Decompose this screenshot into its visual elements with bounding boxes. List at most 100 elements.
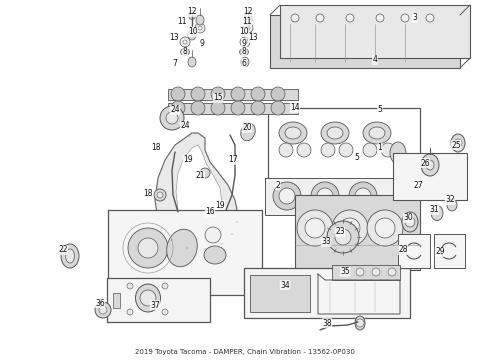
Text: 35: 35	[340, 267, 350, 276]
Ellipse shape	[61, 244, 79, 268]
Ellipse shape	[191, 87, 205, 101]
Circle shape	[356, 319, 364, 327]
Text: 10: 10	[239, 27, 249, 36]
Text: 2019 Toyota Tacoma - DAMPER, Chain Vibration - 13562-0P030: 2019 Toyota Tacoma - DAMPER, Chain Vibra…	[135, 349, 355, 355]
Bar	[265, 178, 395, 215]
Ellipse shape	[188, 30, 196, 40]
Text: 29: 29	[435, 248, 445, 256]
Circle shape	[279, 143, 293, 157]
Circle shape	[363, 143, 377, 157]
Ellipse shape	[421, 154, 439, 176]
Bar	[107, 278, 210, 322]
Text: 18: 18	[143, 189, 153, 198]
Text: 36: 36	[95, 298, 105, 307]
Text: 13: 13	[169, 33, 179, 42]
Circle shape	[340, 268, 348, 276]
Ellipse shape	[241, 123, 255, 141]
Circle shape	[317, 188, 333, 204]
Text: 30: 30	[403, 213, 413, 222]
Text: 18: 18	[151, 144, 161, 153]
Ellipse shape	[211, 101, 225, 115]
Text: 27: 27	[413, 180, 423, 189]
Text: 15: 15	[213, 94, 223, 103]
Bar	[280, 5, 470, 58]
Circle shape	[305, 218, 325, 238]
Text: 8: 8	[183, 48, 187, 57]
Ellipse shape	[321, 122, 349, 144]
Circle shape	[95, 302, 111, 318]
Ellipse shape	[211, 87, 225, 101]
Ellipse shape	[447, 199, 457, 211]
Circle shape	[128, 228, 168, 268]
Bar	[268, 108, 420, 185]
Ellipse shape	[66, 249, 74, 263]
Ellipse shape	[245, 10, 251, 19]
Circle shape	[162, 283, 168, 289]
Circle shape	[127, 309, 133, 315]
Ellipse shape	[191, 101, 205, 115]
Text: 19: 19	[215, 201, 225, 210]
Ellipse shape	[285, 127, 301, 139]
Circle shape	[183, 40, 187, 44]
Circle shape	[316, 14, 324, 22]
Circle shape	[127, 283, 133, 289]
Bar	[168, 103, 298, 114]
Text: 24: 24	[180, 122, 190, 130]
Circle shape	[180, 37, 190, 47]
Text: 17: 17	[228, 156, 238, 165]
Bar	[168, 89, 298, 100]
Circle shape	[205, 227, 221, 243]
Circle shape	[140, 290, 156, 306]
Text: 23: 23	[335, 228, 345, 237]
Ellipse shape	[204, 246, 226, 264]
Ellipse shape	[431, 206, 443, 220]
Text: 38: 38	[322, 319, 332, 328]
Ellipse shape	[171, 87, 185, 101]
Circle shape	[327, 221, 359, 253]
Ellipse shape	[251, 87, 265, 101]
Text: 25: 25	[451, 140, 461, 149]
Circle shape	[160, 106, 184, 130]
Text: 14: 14	[290, 104, 300, 112]
Text: 7: 7	[172, 58, 177, 68]
Circle shape	[195, 23, 205, 33]
Circle shape	[376, 14, 384, 22]
Circle shape	[388, 268, 396, 276]
Ellipse shape	[136, 284, 161, 312]
Bar	[113, 293, 120, 308]
Text: 24: 24	[170, 105, 180, 114]
Circle shape	[381, 143, 395, 157]
Ellipse shape	[231, 101, 245, 115]
Circle shape	[291, 14, 299, 22]
Text: 32: 32	[445, 195, 455, 204]
Text: 34: 34	[280, 280, 290, 289]
Ellipse shape	[188, 57, 196, 67]
Text: 3: 3	[413, 13, 417, 22]
Circle shape	[335, 229, 351, 245]
Circle shape	[426, 14, 434, 22]
Text: 19: 19	[183, 156, 193, 165]
Polygon shape	[155, 133, 238, 250]
Text: 2: 2	[275, 180, 280, 189]
Bar	[270, 15, 460, 68]
Circle shape	[273, 182, 301, 210]
Text: 5: 5	[355, 153, 360, 162]
Ellipse shape	[180, 49, 190, 55]
Text: 9: 9	[199, 39, 204, 48]
Ellipse shape	[231, 87, 245, 101]
Circle shape	[198, 26, 202, 30]
Ellipse shape	[171, 101, 185, 115]
Ellipse shape	[390, 142, 406, 164]
Text: 6: 6	[242, 58, 246, 68]
Circle shape	[200, 168, 210, 178]
Text: 11: 11	[177, 18, 187, 27]
Ellipse shape	[369, 127, 385, 139]
Bar	[393, 153, 467, 200]
Circle shape	[99, 306, 107, 314]
Circle shape	[162, 309, 168, 315]
Circle shape	[454, 139, 462, 147]
Text: 31: 31	[429, 206, 439, 215]
Bar	[295, 195, 420, 270]
Circle shape	[401, 14, 409, 22]
Text: 12: 12	[187, 8, 197, 17]
